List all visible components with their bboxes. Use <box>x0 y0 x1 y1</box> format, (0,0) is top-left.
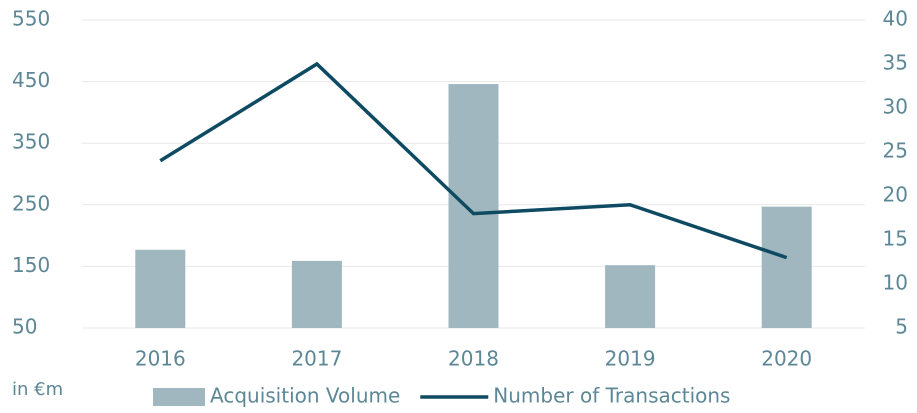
legend-label: Number of Transactions <box>493 384 730 408</box>
bar <box>291 260 342 328</box>
y-tick-label: 250 <box>12 191 50 215</box>
bar <box>605 265 656 328</box>
bar <box>448 84 499 329</box>
bar <box>761 206 812 328</box>
y2-tick-label: 20 <box>883 183 908 207</box>
x-tick-label: 2016 <box>135 347 186 371</box>
y2-tick-label: 5 <box>895 315 908 339</box>
bar <box>135 249 186 328</box>
x-tick-label: 2019 <box>605 347 656 371</box>
y-tick-label: 450 <box>12 68 50 92</box>
legend-label: Acquisition Volume <box>210 384 400 408</box>
y2-tick-label: 35 <box>883 51 908 75</box>
legend-swatch <box>153 388 205 406</box>
y-tick-label: 550 <box>12 7 50 31</box>
y2-tick-label: 15 <box>883 227 908 251</box>
y-tick-label: 150 <box>12 253 50 277</box>
x-tick-label: 2018 <box>448 347 499 371</box>
y2-tick-label: 30 <box>883 95 908 119</box>
x-tick-label: 2017 <box>291 347 342 371</box>
line <box>159 61 788 260</box>
y2-tick-label: 40 <box>883 7 908 31</box>
y-tick-label: 50 <box>12 315 37 339</box>
y-axis-label: in €m <box>12 379 63 400</box>
x-tick-label: 2020 <box>761 347 812 371</box>
y-tick-label: 350 <box>12 130 50 154</box>
y2-tick-label: 10 <box>883 271 908 295</box>
y2-tick-label: 25 <box>883 139 908 163</box>
